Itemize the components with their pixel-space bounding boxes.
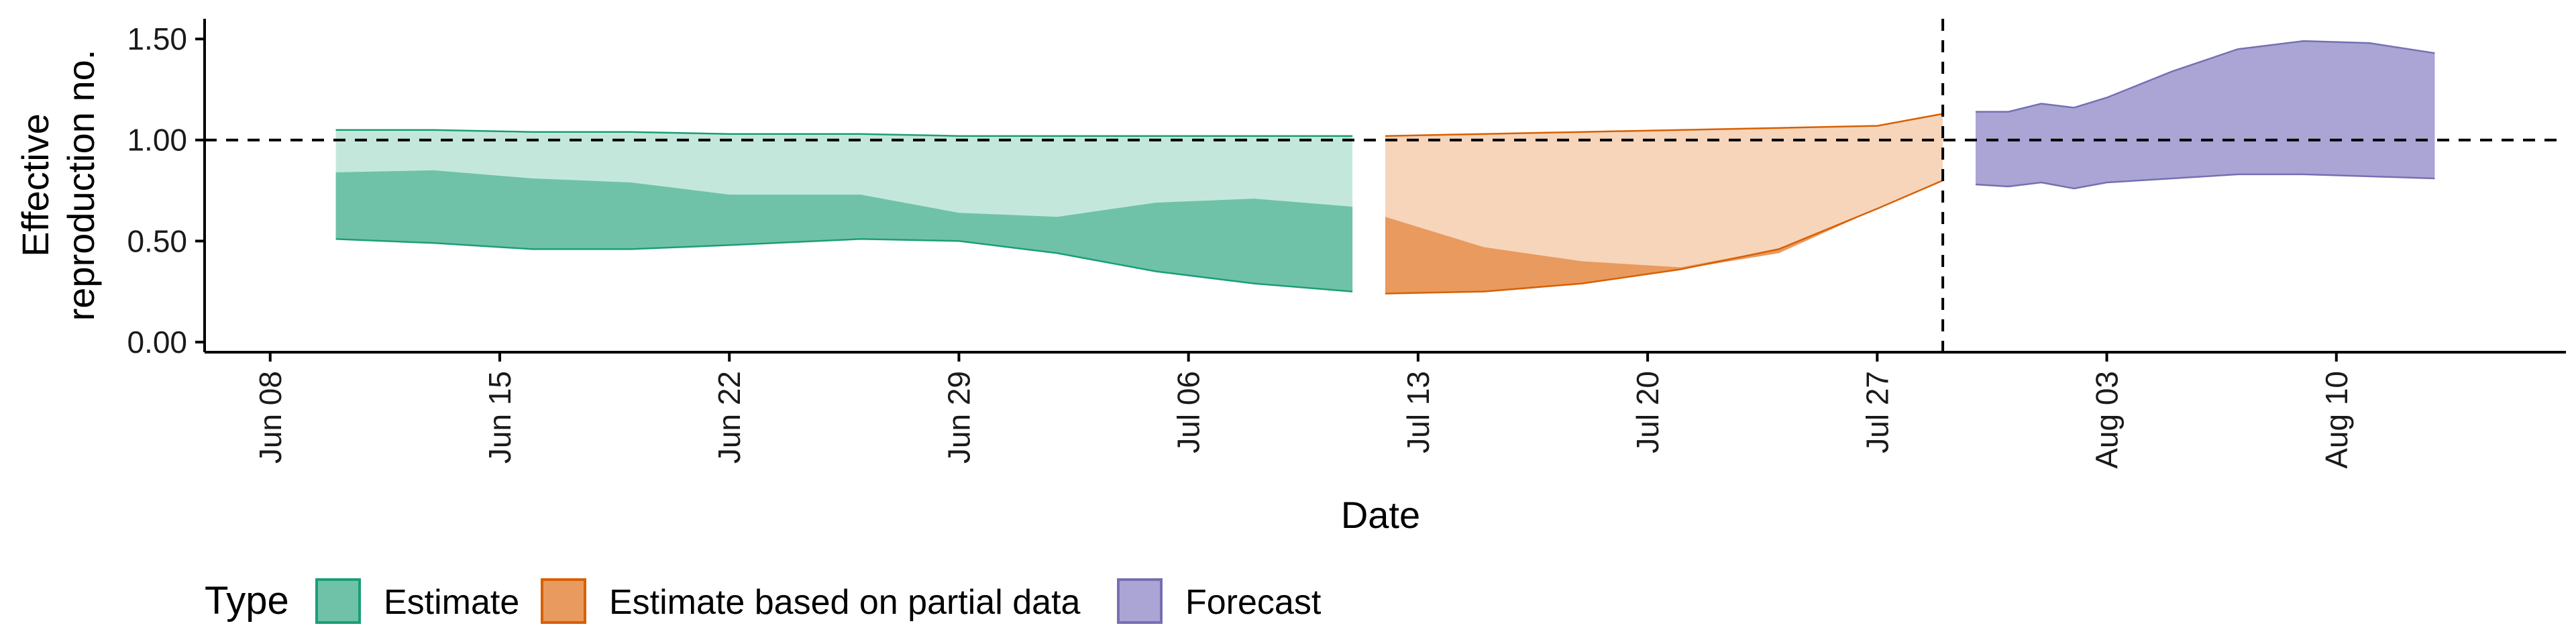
y-axis-title-line: reproduction no.: [60, 50, 102, 321]
reference-lines: [205, 19, 2566, 352]
plot-areas: [335, 40, 2435, 294]
lower-edge-estimate-based-on-partial-data: [1385, 179, 1943, 294]
x-tick-label: Jul 20: [1630, 371, 1665, 453]
x-tick-label: Jun 29: [941, 371, 976, 464]
lower-edge-forecast: [1975, 173, 2435, 190]
x-tick-label: Jul 27: [1860, 371, 1894, 453]
legend: Type Estimate Estimate based on partial da…: [205, 578, 1322, 624]
legend-label: Forecast: [1185, 583, 1322, 622]
x-axis-title: Date: [1341, 494, 1420, 536]
x-tick-label: Jun 22: [712, 371, 747, 464]
band-50-estimate-based-on-partial-data: [1385, 180, 1943, 294]
legend-label: Estimate based on partial data: [609, 583, 1081, 622]
lower-edge-estimate: [335, 238, 1353, 292]
y-tick-label: 0.00: [127, 325, 187, 360]
upper-edge-estimate-based-on-partial-data: [1385, 113, 1943, 137]
y-tick-label: 1.50: [127, 21, 187, 56]
axes: 0.00 0.50 1.00 1.50 Jun 08 Jun 15 Jun 22 Jun 29…: [127, 19, 2566, 469]
x-tick-label: Aug 10: [2319, 371, 2354, 469]
legend-key: [315, 578, 361, 624]
x-tick-label: Jul 06: [1171, 371, 1206, 453]
band-50-forecast: [1976, 41, 2435, 189]
y-axis-title-line: Effective: [14, 113, 56, 257]
band-90-estimate-based-on-partial-data: [1385, 113, 1943, 294]
y-axis-title: Effective reproduction no.: [14, 50, 102, 321]
x-tick-label: Jul 13: [1401, 371, 1436, 453]
y-tick-label: 0.50: [127, 223, 187, 258]
x-tick-label: Jun 08: [253, 371, 288, 464]
x-tick-label: Jun 15: [482, 371, 517, 464]
x-tick-label: Aug 03: [2090, 371, 2125, 469]
legend-title: Type: [205, 579, 289, 623]
upper-edge-forecast: [1976, 40, 2435, 113]
legend-key: [541, 578, 586, 624]
band-50-estimate: [335, 170, 1353, 292]
y-tick-label: 1.00: [127, 123, 187, 158]
legend-key: [1117, 578, 1163, 624]
legend-label: Estimate: [384, 583, 519, 622]
upper-edge-estimate: [335, 129, 1353, 137]
